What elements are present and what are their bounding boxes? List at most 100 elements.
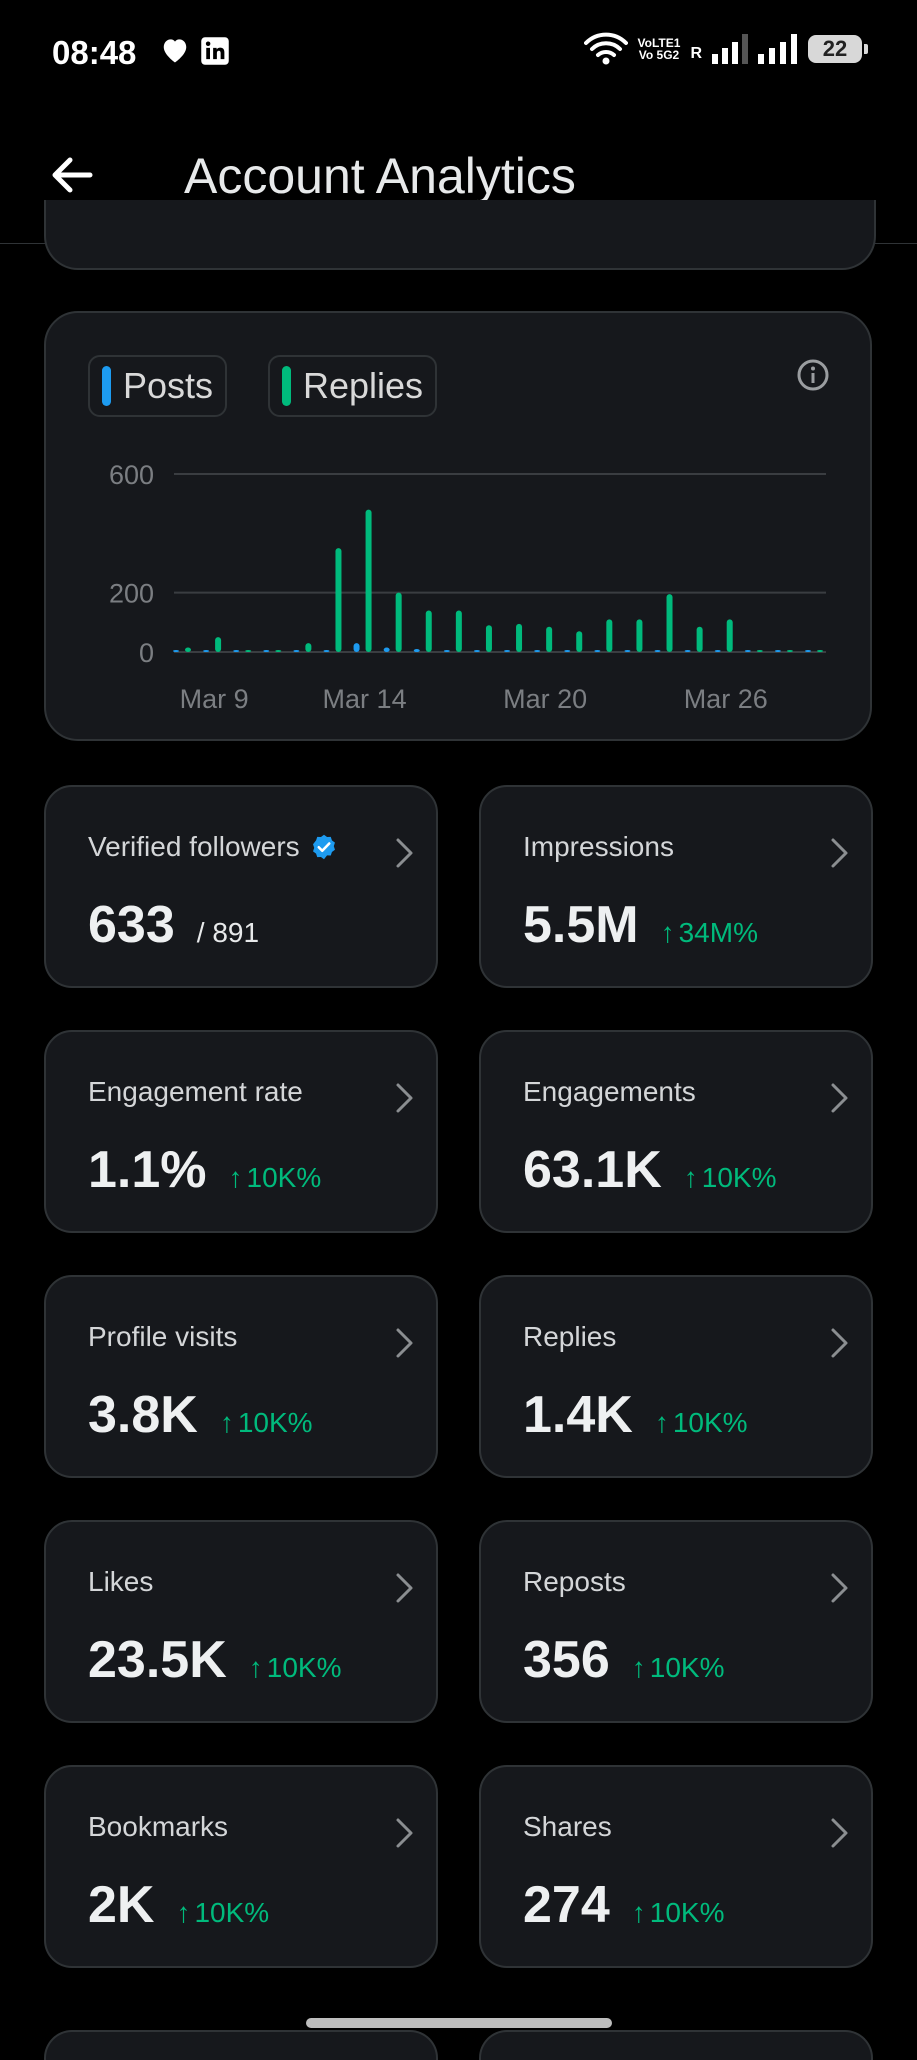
- chevron-right-icon: [396, 1573, 413, 1603]
- heart-icon: [163, 39, 187, 63]
- replies-bar: [546, 626, 553, 652]
- metric-change-value: 10K%: [701, 1162, 777, 1193]
- metric-card[interactable]: Engagements 63.1K ↑ 10K%: [479, 1030, 873, 1233]
- legend-replies-label: Replies: [303, 365, 424, 406]
- replies-bar: [275, 650, 282, 652]
- chevron-right-icon: [831, 1083, 848, 1113]
- posts-swatch: [102, 366, 111, 406]
- metric-label: Engagement rate: [88, 1076, 303, 1108]
- page-title: Account Analytics: [184, 148, 576, 204]
- metric-card[interactable]: Engagement rate 1.1% ↑ 10K%: [44, 1030, 438, 1233]
- metric-card[interactable]: Profile visits 3.8K ↑ 10K%: [44, 1275, 438, 1478]
- metric-label-text: Impressions: [523, 831, 674, 862]
- posts-bar: [353, 643, 360, 652]
- metric-change: ↑ 34M%: [661, 917, 758, 949]
- metric-value: 5.5M: [523, 896, 639, 954]
- metric-card[interactable]: Replies 1.4K ↑ 10K%: [479, 1275, 873, 1478]
- metric-value-row: 5.5M ↑ 34M%: [523, 895, 758, 955]
- metric-card[interactable]: Shares 274 ↑ 10K%: [479, 1765, 873, 1968]
- metric-value-row: 274 ↑ 10K%: [523, 1875, 724, 1935]
- previous-card-edge: [44, 200, 876, 270]
- metric-value-row: 23.5K ↑ 10K%: [88, 1630, 341, 1690]
- metric-label: Verified followers: [88, 831, 338, 863]
- posts-bar: [413, 649, 420, 652]
- metric-value-row: 1.4K ↑ 10K%: [523, 1385, 748, 1445]
- next-card-edge: [44, 2030, 438, 2060]
- volte-line2: Vo 5G2: [638, 48, 680, 62]
- metric-label-text: Profile visits: [88, 1321, 238, 1352]
- replies-bar: [185, 647, 191, 652]
- signal-icon-2: [758, 34, 797, 64]
- volte-line1: VoLTE1: [637, 36, 681, 50]
- metric-change-value: 10K%: [649, 1652, 725, 1683]
- posts-bar: [774, 650, 781, 652]
- metric-card[interactable]: Reposts 356 ↑ 10K%: [479, 1520, 873, 1723]
- y-tick-label: 600: [109, 460, 154, 490]
- trend-up-arrow-icon: ↑: [176, 1897, 191, 1928]
- metric-card[interactable]: Likes 23.5K ↑ 10K%: [44, 1520, 438, 1723]
- posts-bar: [443, 650, 450, 652]
- metric-change: ↑ 10K%: [632, 1897, 725, 1929]
- x-tick-label: Mar 9: [180, 684, 249, 714]
- status-time: 08:48: [52, 34, 137, 71]
- metric-value-row: 356 ↑ 10K%: [523, 1630, 724, 1690]
- metric-label-text: Engagement rate: [88, 1076, 303, 1107]
- replies-bar: [215, 637, 222, 652]
- trend-up-arrow-icon: ↑: [228, 1162, 243, 1193]
- metric-label-text: Shares: [523, 1811, 612, 1842]
- chevron-right-icon: [831, 838, 848, 868]
- metric-card[interactable]: Impressions 5.5M ↑ 34M%: [479, 785, 873, 988]
- posts-bar: [203, 650, 210, 652]
- metric-change-value: 34M%: [678, 917, 758, 948]
- metric-label: Reposts: [523, 1566, 626, 1598]
- replies-bar: [756, 650, 763, 652]
- activity-chart-card: 600 200 0 Mar 9 Mar 14 Mar 20 Mar 26 Posts Rep…: [44, 311, 872, 741]
- metric-change: ↑ 10K%: [229, 1162, 322, 1194]
- signal-icon: [712, 34, 748, 64]
- metric-card[interactable]: Verified followers 633 / 891: [44, 785, 438, 988]
- metric-label-text: Reposts: [523, 1566, 626, 1597]
- metric-change: ↑ 10K%: [684, 1162, 777, 1194]
- metric-value-row: 2K ↑ 10K%: [88, 1875, 269, 1935]
- metric-change-value: 10K%: [194, 1897, 270, 1928]
- posts-bar: [654, 650, 661, 652]
- metric-label-text: Bookmarks: [88, 1811, 229, 1842]
- replies-swatch: [282, 366, 291, 406]
- back-button[interactable]: [44, 147, 100, 203]
- replies-bar: [455, 610, 462, 652]
- metric-value-row: 3.8K ↑ 10K%: [88, 1385, 313, 1445]
- metric-label-text: Likes: [88, 1566, 154, 1597]
- battery-indicator: 22: [808, 35, 868, 63]
- replies-bar: [245, 650, 252, 652]
- metric-label: Bookmarks: [88, 1811, 228, 1843]
- metric-change: ↑ 10K%: [220, 1407, 313, 1439]
- replies-bar: [636, 619, 643, 652]
- posts-bar: [263, 650, 270, 652]
- metric-value: 1.1%: [88, 1141, 207, 1199]
- metric-label: Engagements: [523, 1076, 696, 1108]
- replies-bar: [516, 623, 523, 652]
- x-tick-label: Mar 14: [323, 684, 407, 714]
- metric-value: 63.1K: [523, 1141, 662, 1199]
- trend-up-arrow-icon: ↑: [219, 1407, 234, 1438]
- metric-value: 633: [88, 896, 175, 954]
- volte-icon: VoLTE1 Vo 5G2: [638, 37, 681, 61]
- legend-replies[interactable]: Replies: [268, 355, 438, 417]
- posts-bar: [233, 650, 240, 652]
- replies-bar: [576, 631, 583, 652]
- home-indicator[interactable]: [306, 2018, 612, 2028]
- next-card-edge: [479, 2030, 873, 2060]
- metric-value-row: 633 / 891: [88, 895, 259, 955]
- metric-label: Shares: [523, 1811, 612, 1843]
- metric-change: ↑ 10K%: [249, 1652, 342, 1684]
- posts-bar: [564, 650, 571, 652]
- metric-value-row: 1.1% ↑ 10K%: [88, 1140, 321, 1200]
- metric-change-value: 10K%: [266, 1652, 342, 1683]
- legend-posts[interactable]: Posts: [88, 355, 228, 417]
- chevron-right-icon: [396, 1328, 413, 1358]
- metric-card[interactable]: Bookmarks 2K ↑ 10K%: [44, 1765, 438, 1968]
- metric-change: ↑ 10K%: [655, 1407, 748, 1439]
- metric-value-row: 63.1K ↑ 10K%: [523, 1140, 776, 1200]
- posts-bar: [594, 650, 601, 652]
- info-icon[interactable]: [796, 358, 830, 392]
